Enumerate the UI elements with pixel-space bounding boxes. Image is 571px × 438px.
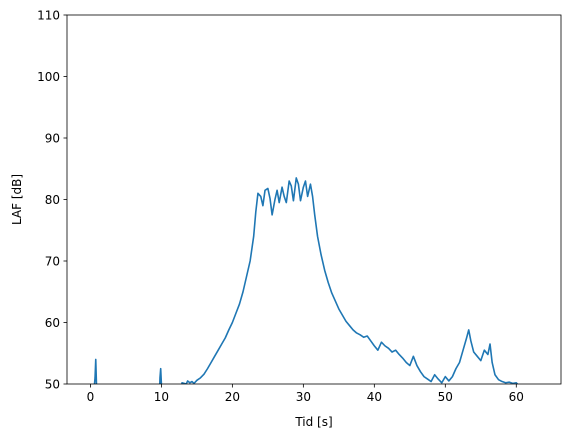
- plot-area: [93, 177, 519, 384]
- plot-frame: [66, 14, 562, 385]
- x-tick-label: 0: [87, 390, 95, 404]
- x-tick-label: 10: [154, 390, 169, 404]
- y-tick-label: 50: [45, 377, 60, 391]
- x-tick-label: 60: [509, 390, 524, 404]
- x-axis-label: Tid [s]: [294, 415, 332, 429]
- axis-ticks: 0 10 20 30 40 50 60 50 60 70 80 90 100 110: [37, 8, 524, 404]
- series-line: [93, 177, 519, 384]
- x-tick-label: 40: [367, 390, 382, 404]
- y-axis-label: LAF [dB]: [10, 174, 24, 225]
- y-tick-label: 110: [37, 8, 60, 22]
- y-tick-label: 100: [37, 70, 60, 84]
- y-tick-label: 70: [45, 254, 60, 268]
- y-tick-label: 90: [45, 131, 60, 145]
- x-tick-label: 20: [225, 390, 240, 404]
- x-tick-label: 30: [296, 390, 311, 404]
- y-tick-label: 80: [45, 193, 60, 207]
- x-tick-label: 50: [438, 390, 453, 404]
- y-tick-label: 60: [45, 316, 60, 330]
